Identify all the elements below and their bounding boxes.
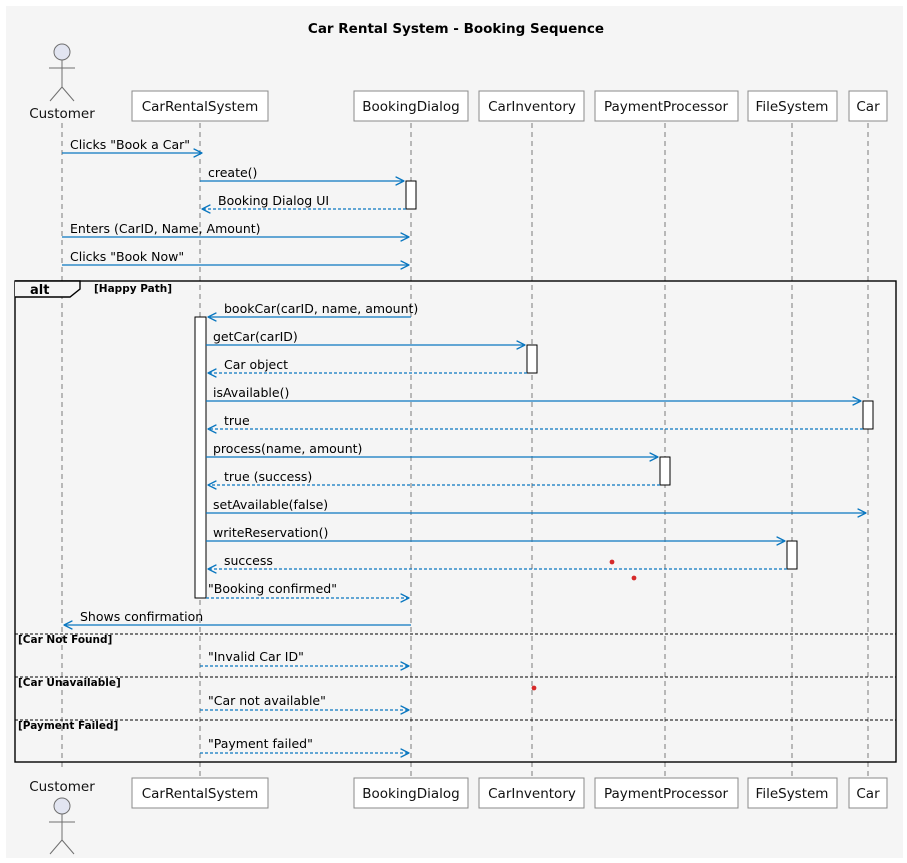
red-dot	[609, 559, 615, 565]
participant-file-system-bottom: FileSystem	[747, 777, 838, 809]
arrow-head	[207, 424, 217, 434]
actor-customer-bottom: Customer	[29, 779, 95, 855]
participant-car-rental-system-bottom: CarRentalSystem	[131, 777, 269, 809]
guard-car-not-found: [Car Not Found]	[18, 634, 112, 646]
participant-label: FileSystem	[756, 99, 829, 115]
arrow-head	[516, 340, 526, 350]
message-label: "Invalid Car ID"	[208, 649, 304, 664]
participant-booking-dialog-top: BookingDialog	[353, 90, 469, 122]
message-label: setAvailable(false)	[213, 497, 328, 512]
message-label: true (success)	[224, 469, 312, 484]
actor-icon	[53, 797, 71, 815]
message-label: Shows confirmation	[80, 609, 203, 624]
message-label: "Booking confirmed"	[208, 581, 337, 596]
activation-bar	[405, 180, 417, 210]
arrow-head	[400, 661, 410, 671]
participant-label: CarRentalSystem	[142, 786, 259, 802]
message-label: process(name, amount)	[213, 441, 362, 456]
arrow-head	[400, 260, 410, 270]
message-label: create()	[208, 165, 257, 180]
messages: Clicks "Book a Car" create() Booking Dia…	[62, 137, 867, 758]
message-label: isAvailable()	[213, 385, 289, 400]
participants-bottom: Customer CarRentalSystem BookingDialog C…	[29, 777, 888, 855]
actor-icon	[53, 43, 71, 61]
guard-payment-failed: [Payment Failed]	[18, 720, 118, 732]
participant-file-system-top: FileSystem	[747, 90, 838, 122]
arrow-head	[857, 508, 867, 518]
message-label: success	[224, 553, 273, 568]
message-label: Car object	[224, 357, 288, 372]
guard-car-unavailable: [Car Unavailable]	[18, 677, 121, 689]
activation-bar	[862, 400, 874, 430]
diagram-background	[6, 6, 903, 858]
arrow-head	[193, 148, 203, 158]
arrow-head	[207, 368, 217, 378]
arrow-head	[395, 176, 405, 186]
alt-operator-tab	[15, 280, 81, 298]
participant-payment-processor-bottom: PaymentProcessor	[594, 777, 739, 809]
message-label: getCar(carID)	[213, 329, 298, 344]
diagram-title: Car Rental System - Booking Sequence	[308, 21, 604, 37]
arrow-head	[207, 480, 217, 490]
arrow-head	[776, 536, 786, 546]
arrow-head	[649, 452, 659, 462]
annotation-dots	[531, 559, 637, 691]
arrow-head	[400, 593, 410, 603]
message-label: "Payment failed"	[208, 736, 313, 751]
alt-operator-label: alt	[30, 283, 49, 298]
red-dot	[531, 685, 537, 691]
participant-car-top: Car	[848, 90, 888, 122]
activation-bars	[194, 180, 874, 599]
participant-label: Customer	[29, 106, 95, 122]
arrow-head	[207, 564, 217, 574]
participant-label: Car	[856, 786, 880, 802]
activation-bar	[526, 344, 538, 374]
activation-bar	[659, 456, 671, 486]
message-label: true	[224, 413, 250, 428]
arrow-head	[400, 232, 410, 242]
actor-customer-top: Customer	[29, 43, 95, 122]
participant-payment-processor-top: PaymentProcessor	[594, 90, 739, 122]
arrow-head	[852, 396, 862, 406]
arrow-head	[207, 312, 217, 322]
message-label: Enters (CarID, Name, Amount)	[70, 221, 261, 236]
participant-car-inventory-top: CarInventory	[478, 90, 585, 122]
message-label: Booking Dialog UI	[218, 193, 329, 208]
alt-fragment-frame	[14, 280, 897, 763]
participant-label: PaymentProcessor	[604, 99, 729, 115]
arrow-head	[400, 748, 410, 758]
message-label: bookCar(carID, name, amount)	[224, 301, 418, 316]
activation-bar	[194, 316, 207, 599]
lifelines	[61, 123, 869, 777]
participant-label: FileSystem	[756, 786, 829, 802]
participant-label: PaymentProcessor	[604, 786, 729, 802]
message-label: Clicks "Book a Car"	[70, 137, 190, 152]
participants-top: Customer CarRentalSystem BookingDialog C…	[29, 43, 888, 122]
participant-label: BookingDialog	[362, 786, 459, 802]
participant-label: Car	[856, 99, 880, 115]
message-label: Clicks "Book Now"	[70, 249, 184, 264]
participant-booking-dialog-bottom: BookingDialog	[353, 777, 469, 809]
participant-label: Customer	[29, 779, 95, 795]
arrow-head	[63, 620, 73, 630]
red-dot	[631, 575, 637, 581]
arrow-head	[201, 204, 211, 214]
participant-car-rental-system-top: CarRentalSystem	[131, 90, 269, 122]
message-label: writeReservation()	[213, 525, 328, 540]
participant-car-bottom: Car	[848, 777, 888, 809]
participant-label: CarInventory	[488, 99, 576, 115]
alt-fragment: alt [Happy Path] [Car Not Found] [Car Un…	[14, 280, 897, 763]
participant-label: BookingDialog	[362, 99, 459, 115]
participant-label: CarRentalSystem	[142, 99, 259, 115]
guard-happy-path: [Happy Path]	[94, 283, 172, 295]
arrow-head	[400, 705, 410, 715]
participant-label: CarInventory	[488, 786, 576, 802]
participant-car-inventory-bottom: CarInventory	[478, 777, 585, 809]
message-label: "Car not available"	[208, 693, 326, 708]
activation-bar	[786, 540, 798, 570]
